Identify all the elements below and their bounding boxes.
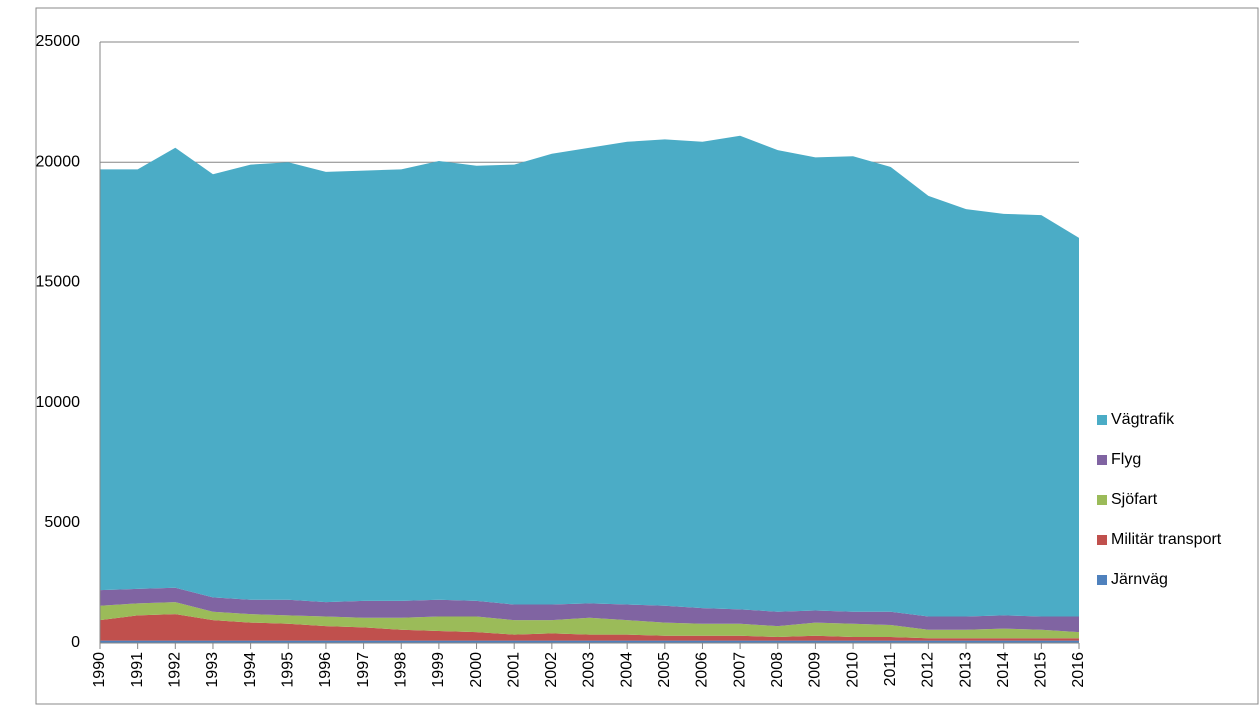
x-tick-label: 2007 [731,652,748,688]
x-tick-label: 2014 [995,652,1012,688]
y-tick-label: 5000 [44,514,80,531]
legend-label: Sjöfart [1111,491,1158,508]
x-tick-label: 1998 [392,652,409,688]
legend-label: Vägtrafik [1111,411,1175,428]
x-tick-label: 2013 [957,652,974,688]
x-tick-label: 2016 [1070,652,1087,688]
x-tick-label: 1999 [430,652,447,688]
x-tick-label: 2002 [543,652,560,688]
x-tick-label: 2003 [581,652,598,688]
x-tick-label: 2012 [920,652,937,688]
y-tick-label: 15000 [36,274,81,291]
x-tick-label: 1997 [355,652,372,688]
y-tick-label: 25000 [36,33,81,50]
y-tick-label: 20000 [36,153,81,170]
y-tick-label: 0 [71,634,80,651]
x-tick-label: 2006 [694,652,711,688]
area [100,587,1079,633]
area [100,135,1079,617]
x-tick-label: 2005 [656,652,673,688]
x-tick-label: 1996 [317,652,334,688]
x-tick-label: 1991 [129,652,146,688]
x-tick-label: 2010 [844,652,861,688]
legend-label: Järnväg [1111,571,1168,588]
y-tick-label: 10000 [36,394,81,411]
legend-swatch [1097,455,1107,465]
x-tick-label: 1993 [204,652,221,688]
x-tick-label: 1994 [242,652,259,688]
area [100,614,1079,641]
area [100,602,1079,639]
chart-frame [35,7,1259,705]
x-tick-label: 2004 [618,652,635,688]
x-tick-label: 2008 [769,652,786,688]
x-tick-label: 2000 [468,652,485,688]
x-tick-label: 2009 [807,652,824,688]
x-tick-label: 2011 [882,652,899,687]
x-tick-label: 2001 [505,652,522,688]
x-tick-label: 1992 [167,652,184,688]
x-tick-label: 1990 [91,652,108,688]
x-tick-label: 1995 [279,652,296,688]
legend-swatch [1097,575,1107,585]
legend-swatch [1097,535,1107,545]
legend-label: Militär transport [1111,531,1222,548]
legend-label: Flyg [1111,451,1141,468]
x-tick-label: 2015 [1033,652,1050,688]
legend-swatch [1097,415,1107,425]
area [100,640,1079,643]
legend-swatch [1097,495,1107,505]
